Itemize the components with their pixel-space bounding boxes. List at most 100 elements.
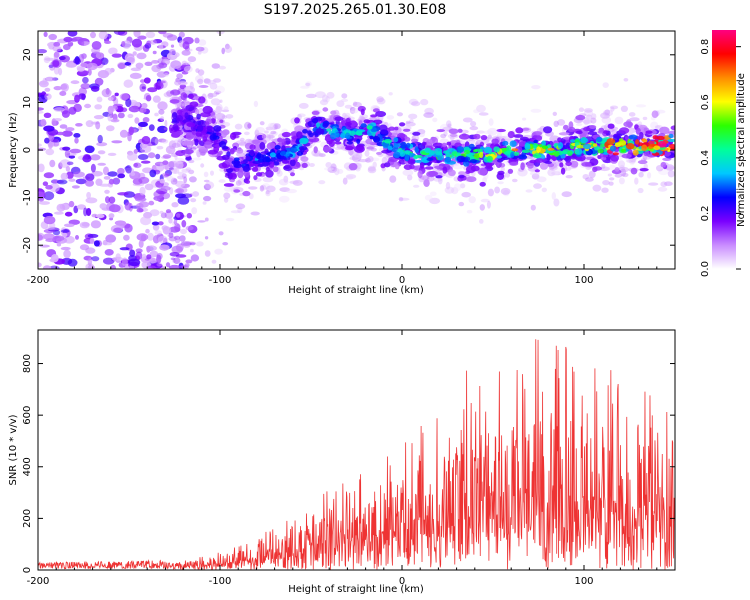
spectrogram-cell	[305, 81, 312, 87]
spectrogram-cell	[541, 187, 547, 193]
spectrogram-cell	[163, 127, 168, 131]
spectrogram-x-axis-label: Height of straight line (km)	[288, 285, 424, 296]
spectrogram-cell	[119, 129, 129, 138]
spectrogram-cell	[496, 128, 506, 133]
spectrogram-cell	[456, 146, 465, 153]
spectrogram-cell	[511, 148, 519, 152]
spectrogram-cell	[302, 129, 308, 134]
spectrogram-cell	[195, 68, 200, 73]
spectrogram-cell	[276, 170, 283, 177]
spectrogram-cell	[188, 145, 199, 150]
spectrogram-cell	[353, 152, 363, 158]
spectrogram-cell	[432, 142, 444, 148]
spectrogram-cell	[74, 137, 79, 144]
spectrogram-cell	[482, 177, 487, 184]
spectrogram-cell	[435, 151, 443, 156]
spectrogram-cell	[215, 106, 222, 114]
spectrogram-cell	[474, 153, 481, 159]
spectrogram-cell	[135, 248, 143, 253]
spectrogram-cell	[480, 135, 488, 141]
spectrogram-cell	[245, 155, 251, 161]
spectrogram-cell	[164, 119, 168, 128]
spectrogram-cell	[45, 148, 55, 156]
spectrogram-cell	[355, 130, 365, 136]
spectrogram-cell	[289, 180, 299, 184]
spectrogram-cell	[496, 172, 505, 180]
spectrogram-cell	[203, 171, 209, 178]
chart-title: S197.2025.265.01.30.E08	[263, 2, 447, 18]
spectrogram-cell	[52, 235, 65, 242]
spectrogram-cell	[575, 123, 583, 126]
spectrogram-cell	[311, 110, 320, 115]
spectrogram-cell	[230, 132, 237, 140]
spectrogram-cell	[563, 124, 569, 131]
spectrogram-cell	[479, 204, 485, 211]
spectrogram-cell	[154, 138, 159, 145]
spectrogram-cell	[218, 150, 223, 155]
spectrogram-cell	[132, 51, 137, 56]
spectrogram-cell	[417, 170, 423, 179]
spectrogram-cell	[269, 122, 279, 130]
spectrogram-cell	[458, 201, 465, 207]
spectrogram-cell	[61, 110, 70, 118]
spectrogram-cell	[188, 159, 195, 164]
spectrogram-cell	[177, 175, 186, 180]
spectrogram-cell	[609, 105, 619, 110]
spectrogram-cell	[149, 39, 157, 45]
spectrogram-cell	[663, 151, 671, 157]
spectrogram-cell	[589, 125, 597, 129]
colorbar-label: Normalized spectral amplitude	[736, 73, 747, 227]
spectrogram-cell	[580, 137, 589, 144]
spectrogram-cell	[91, 41, 102, 50]
spectrogram-cell	[134, 197, 147, 202]
spectrogram-cell	[74, 94, 80, 103]
spectrogram-cell	[85, 173, 95, 182]
spectrogram-cell	[458, 133, 470, 140]
spectrogram-cell	[398, 197, 404, 202]
spectrogram-cell	[185, 132, 194, 140]
spectrogram-cell	[223, 183, 234, 187]
spectrogram-cell	[230, 210, 241, 214]
spectrogram-cell	[474, 148, 483, 152]
spectrogram-cell	[211, 259, 217, 264]
spectrogram-cell	[601, 163, 606, 169]
spectrogram-cell	[190, 254, 200, 262]
spectrogram-cell	[63, 249, 71, 259]
spectrogram-cell	[264, 134, 271, 142]
spectrogram-cell	[468, 143, 475, 150]
spectrogram-cell	[341, 93, 348, 99]
spectrogram-cell	[146, 265, 157, 269]
spectrogram-cell	[128, 126, 134, 136]
spectrogram-cell	[513, 134, 524, 138]
spectrogram-cell	[349, 107, 356, 114]
spectrogram-cell	[575, 114, 586, 121]
spectrogram-cell	[346, 175, 354, 180]
spectrogram-cell	[248, 193, 254, 200]
spectrogram-cell	[451, 187, 459, 195]
spectrogram-cell	[664, 166, 675, 170]
spectrogram-cell	[202, 201, 207, 205]
spectrogram-cell	[591, 113, 597, 120]
snr-series-line	[38, 339, 675, 570]
spectrogram-cell	[170, 91, 175, 95]
spectrogram-cell	[619, 138, 624, 142]
spectrogram-cell	[249, 144, 256, 151]
spectrogram-cell	[667, 138, 675, 143]
spectrogram-cell	[650, 121, 659, 130]
spectrogram-cell	[260, 184, 267, 191]
spectrogram-cell	[602, 82, 609, 88]
spectrogram-cell	[342, 112, 347, 119]
spectrogram-cell	[159, 178, 165, 184]
spectrogram-cell	[336, 100, 345, 107]
spectrogram-cell	[195, 241, 204, 247]
spectrogram-cell	[652, 135, 658, 140]
spectrogram-cell	[195, 75, 204, 83]
spectrogram-cell	[237, 207, 243, 214]
x-tick-label: 100	[574, 275, 593, 286]
spectrogram-cell	[132, 105, 139, 110]
spectrogram-cell	[147, 152, 156, 159]
x-tick-label: -100	[209, 275, 232, 286]
spectrogram-cell	[277, 138, 286, 142]
spectrogram-cell	[43, 191, 55, 201]
spectrogram-cell	[420, 98, 429, 106]
